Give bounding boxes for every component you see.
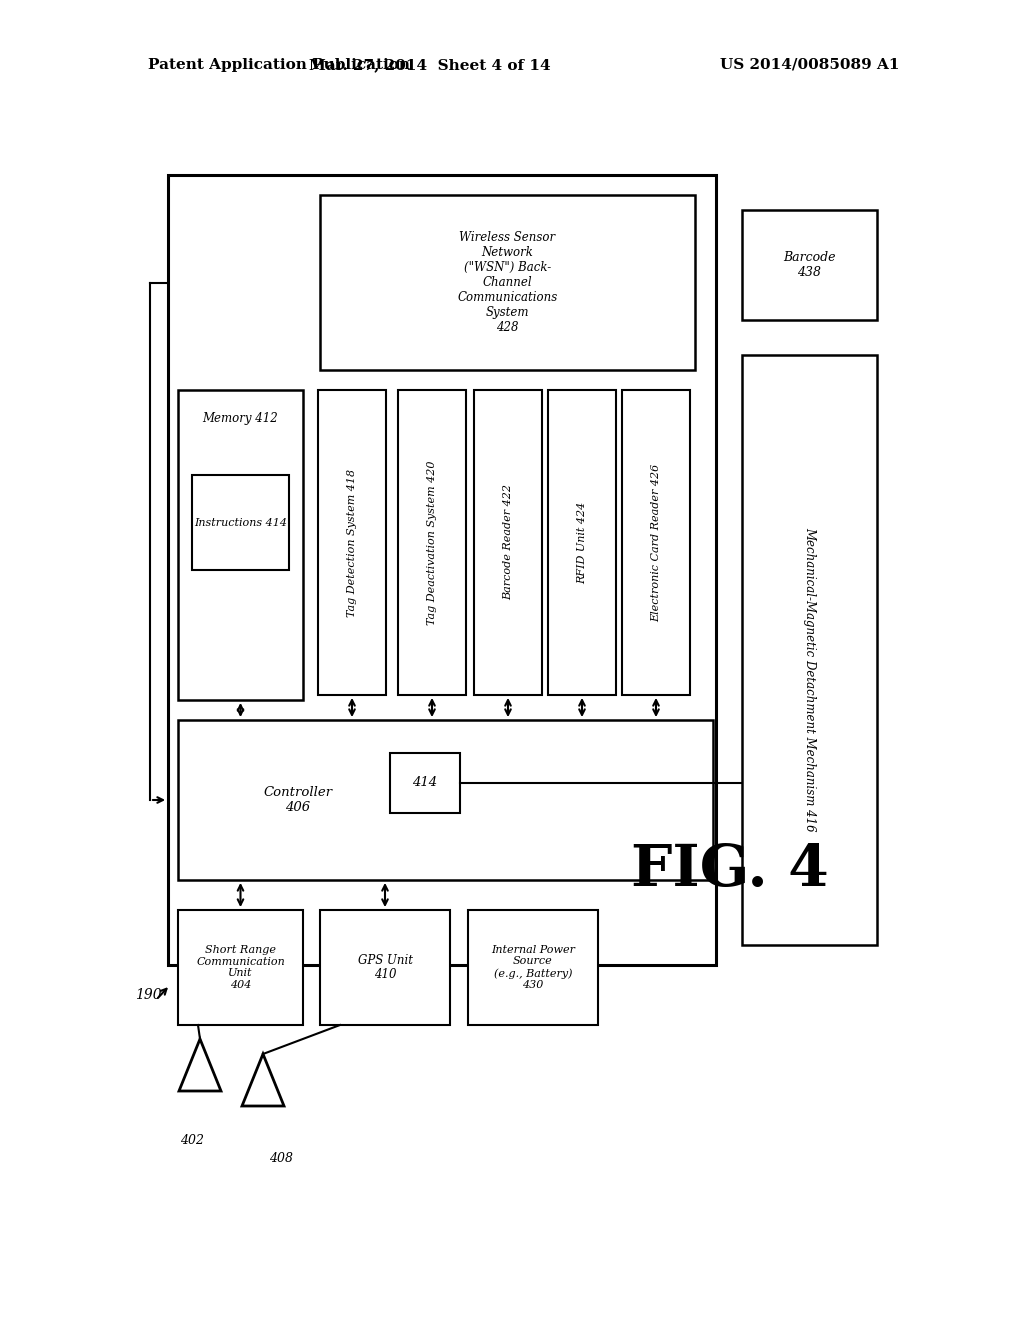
Bar <box>178 389 303 700</box>
Text: Patent Application Publication: Patent Application Publication <box>148 58 410 73</box>
Text: Tag Deactivation System 420: Tag Deactivation System 420 <box>427 461 437 624</box>
Text: FIG. 4: FIG. 4 <box>631 842 828 898</box>
Text: Controller
406: Controller 406 <box>263 785 333 814</box>
Bar <box>742 355 877 945</box>
Bar <box>474 389 542 696</box>
Text: Barcode
438: Barcode 438 <box>783 251 836 279</box>
Bar <box>622 389 690 696</box>
Text: 414: 414 <box>413 776 437 789</box>
Bar <box>468 909 598 1026</box>
Bar <box>178 909 303 1026</box>
Text: US 2014/0085089 A1: US 2014/0085089 A1 <box>720 58 900 73</box>
Text: GPS Unit
410: GPS Unit 410 <box>357 953 413 982</box>
Text: Electronic Card Reader 426: Electronic Card Reader 426 <box>651 463 662 622</box>
Text: 402: 402 <box>180 1134 204 1147</box>
Text: Memory 412: Memory 412 <box>203 412 279 425</box>
Bar <box>193 475 289 570</box>
Text: Internal Power
Source
(e.g., Battery)
430: Internal Power Source (e.g., Battery) 43… <box>490 945 575 990</box>
Bar <box>319 195 695 370</box>
Text: Tag Detection System 418: Tag Detection System 418 <box>347 469 357 616</box>
Text: RFID Unit 424: RFID Unit 424 <box>577 502 587 583</box>
Bar <box>390 752 460 813</box>
Text: 190: 190 <box>135 987 162 1002</box>
Text: 408: 408 <box>269 1151 293 1164</box>
Text: Barcode Reader 422: Barcode Reader 422 <box>503 484 513 601</box>
Bar <box>319 909 450 1026</box>
Text: Wireless Sensor
Network
("WSN") Back-
Channel
Communications
System
428: Wireless Sensor Network ("WSN") Back- Ch… <box>458 231 558 334</box>
Bar <box>742 210 877 319</box>
Bar <box>398 389 466 696</box>
Text: Short Range
Communication
Unit
404: Short Range Communication Unit 404 <box>197 945 285 990</box>
Text: Instructions 414: Instructions 414 <box>194 517 287 528</box>
Bar <box>318 389 386 696</box>
Bar <box>168 176 716 965</box>
Bar <box>178 719 713 880</box>
Bar <box>548 389 616 696</box>
Text: Mar. 27, 2014  Sheet 4 of 14: Mar. 27, 2014 Sheet 4 of 14 <box>309 58 551 73</box>
Text: Mechanical-Magnetic Detachment Mechanism 416: Mechanical-Magnetic Detachment Mechanism… <box>803 527 816 832</box>
